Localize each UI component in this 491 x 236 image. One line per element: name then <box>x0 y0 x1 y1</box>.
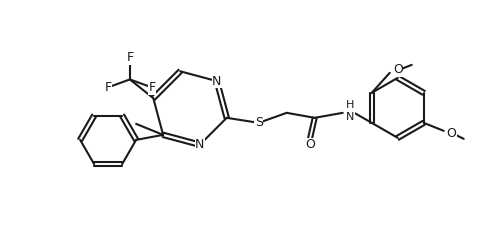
Text: F: F <box>104 81 111 94</box>
Text: F: F <box>148 81 156 94</box>
Text: N: N <box>212 75 221 88</box>
Text: F: F <box>126 51 134 64</box>
Text: O: O <box>393 63 403 76</box>
Text: N: N <box>195 138 205 151</box>
Text: S: S <box>255 116 263 129</box>
Text: O: O <box>447 127 457 140</box>
Text: H
N: H N <box>346 100 354 122</box>
Text: O: O <box>305 138 315 151</box>
